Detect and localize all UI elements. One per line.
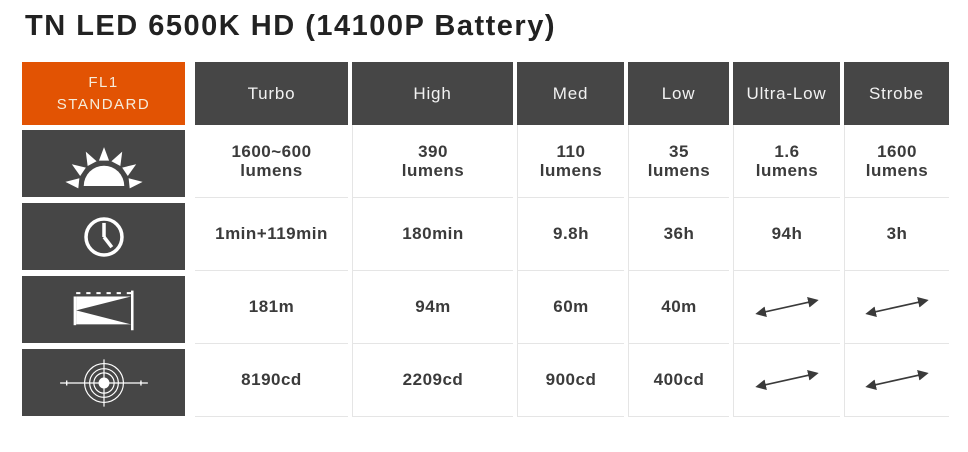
standard-label: STANDARD: [56, 95, 151, 113]
cell-intensity-strobe-na: [844, 344, 949, 417]
unit: lumens: [401, 161, 465, 180]
spec-grid: Turbo High Med Low Ultra-Low Strobe 1600…: [195, 62, 949, 422]
value: 1.6: [774, 141, 800, 161]
cell-runtime-strobe: 3h: [844, 198, 949, 271]
beam-distance-row-header: [22, 276, 185, 343]
cell-distance-low: 40m: [628, 271, 729, 344]
value: 3h: [886, 224, 908, 244]
value: 8190cd: [241, 370, 302, 390]
value: 390: [418, 141, 448, 161]
sun-brightness-icon: [64, 146, 143, 188]
cell-intensity-med: 900cd: [517, 344, 624, 417]
cell-intensity-ultra-low-na: [733, 344, 840, 417]
cell-lumens-med: 110 lumens: [517, 125, 624, 198]
luminous-flux-row-header: [22, 130, 185, 197]
double-arrow-slash-icon: [755, 370, 819, 390]
column-header-med: Med: [517, 62, 624, 125]
value: 110: [556, 141, 586, 161]
target-intensity-icon: [59, 358, 148, 407]
intensity-row-header: [22, 349, 185, 416]
cell-intensity-high: 2209cd: [352, 344, 513, 417]
value: 40m: [661, 297, 697, 317]
cell-lumens-strobe: 1600 lumens: [844, 125, 949, 198]
cell-distance-high: 94m: [352, 271, 513, 344]
cell-runtime-ultra-low: 94h: [733, 198, 840, 271]
value: 1min+119min: [215, 224, 328, 244]
column-header-low: Low: [628, 62, 729, 125]
cell-intensity-low: 400cd: [628, 344, 729, 417]
cell-lumens-low: 35 lumens: [628, 125, 729, 198]
unit: lumens: [755, 161, 819, 180]
cell-intensity-turbo: 8190cd: [195, 344, 348, 417]
value: 400cd: [653, 370, 705, 390]
cell-runtime-high: 180min: [352, 198, 513, 271]
cell-distance-strobe-na: [844, 271, 949, 344]
beam-distance-icon: [73, 290, 134, 330]
double-arrow-slash-icon: [865, 297, 929, 317]
column-header-ultra-low: Ultra-Low: [733, 62, 840, 125]
cell-runtime-low: 36h: [628, 198, 729, 271]
value: 35: [669, 141, 689, 161]
cell-lumens-turbo: 1600~600 lumens: [195, 125, 348, 198]
value: 94h: [771, 224, 803, 244]
value: 2209cd: [402, 370, 464, 390]
cell-lumens-ultra-low: 1.6 lumens: [733, 125, 840, 198]
value: 60m: [553, 297, 589, 317]
fl1-label: FL1: [88, 73, 119, 91]
value: 9.8h: [552, 224, 590, 244]
value: 900cd: [545, 370, 597, 390]
value: 1600: [877, 141, 917, 161]
cell-distance-ultra-low-na: [733, 271, 840, 344]
unit: lumens: [240, 161, 303, 180]
value: 36h: [663, 224, 695, 244]
double-arrow-slash-icon: [865, 370, 929, 390]
clock-runtime-icon: [83, 216, 124, 257]
double-arrow-slash-icon: [755, 297, 819, 317]
value: 1600~600: [231, 141, 312, 161]
cell-runtime-turbo: 1min+119min: [195, 198, 348, 271]
runtime-row-header: [22, 203, 185, 270]
page-title: TN LED 6500K HD (14100P Battery): [25, 10, 556, 42]
column-header-strobe: Strobe: [844, 62, 949, 125]
fl1-standard-badge: FL1 STANDARD: [22, 62, 185, 125]
unit: lumens: [539, 161, 603, 180]
value: 94m: [415, 297, 451, 317]
value: 181m: [248, 297, 295, 317]
column-header-turbo: Turbo: [195, 62, 348, 125]
cell-lumens-high: 390 lumens: [352, 125, 513, 198]
unit: lumens: [865, 161, 929, 180]
cell-distance-med: 60m: [517, 271, 624, 344]
metric-icon-column: FL1 STANDARD: [22, 62, 185, 422]
cell-runtime-med: 9.8h: [517, 198, 624, 271]
column-header-high: High: [352, 62, 513, 125]
cell-distance-turbo: 181m: [195, 271, 348, 344]
fl1-spec-table: FL1 STANDARD: [22, 62, 949, 422]
value: 180min: [402, 224, 464, 244]
unit: lumens: [647, 161, 711, 180]
